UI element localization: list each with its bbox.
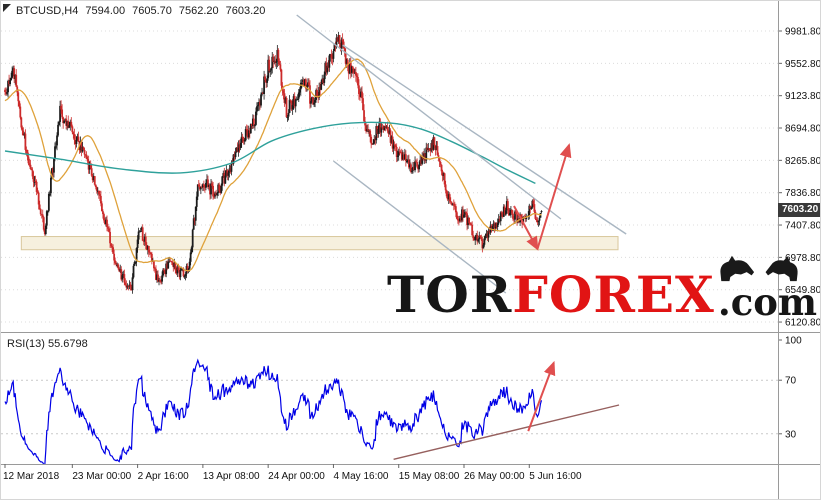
price-axis-label: 7407.80 bbox=[785, 221, 821, 232]
trendline bbox=[296, 14, 562, 220]
price-axis-label: 9123.80 bbox=[785, 91, 821, 102]
ohlc-low: 7562.20 bbox=[178, 5, 219, 17]
price-axis-label: 9552.80 bbox=[785, 59, 821, 70]
rsi-level-label: 100 bbox=[785, 336, 802, 347]
ohlc-high: 7605.70 bbox=[132, 5, 172, 17]
trendline bbox=[342, 44, 627, 235]
price-axis-label: 8694.80 bbox=[785, 124, 821, 135]
price-axis-label: 9981.80 bbox=[785, 27, 821, 38]
rsi-trendline bbox=[393, 404, 620, 460]
time-axis-label: 12 Mar 2018 bbox=[3, 471, 60, 482]
time-axis-label: 24 Apr 00:00 bbox=[268, 471, 325, 482]
trendline bbox=[333, 160, 507, 294]
time-axis-label: 23 Mar 00:00 bbox=[72, 471, 131, 482]
forecast-arrow bbox=[513, 205, 539, 251]
price-axis-label: 6978.80 bbox=[785, 253, 821, 264]
rsi-line bbox=[4, 358, 543, 464]
price-axis-label: 6120.80 bbox=[785, 318, 821, 329]
ohlc-open: 7594.00 bbox=[85, 5, 126, 17]
symbol-ohlc-line: BTCUSD,H4 7594.00 7605.70 7562.20 7603.20 bbox=[16, 5, 272, 17]
time-axis-label: 15 May 08:00 bbox=[399, 471, 460, 482]
price-axis-label: 7836.80 bbox=[785, 188, 821, 199]
ma-fast-line bbox=[4, 58, 542, 272]
time-axis-label: 2 Apr 16:00 bbox=[138, 471, 190, 482]
time-axis-label: 26 May 00:00 bbox=[464, 471, 525, 482]
current-price-tag: 7603.20 bbox=[778, 203, 820, 217]
time-axis-label: 5 Jun 16:00 bbox=[529, 471, 582, 482]
symbol-timeframe: BTCUSD,H4 bbox=[16, 5, 79, 17]
support-zone bbox=[20, 236, 619, 251]
corner-marker-icon bbox=[3, 4, 11, 12]
candlestick-series bbox=[4, 31, 543, 294]
rsi-level-label: 70 bbox=[785, 376, 797, 387]
rsi-forecast-arrow bbox=[527, 360, 556, 432]
ohlc-close: 7603.20 bbox=[225, 5, 266, 17]
rsi-indicator-label: RSI(13) 55.6798 bbox=[7, 338, 88, 350]
price-axis-label: 6549.80 bbox=[785, 285, 821, 296]
time-axis-label: 13 Apr 08:00 bbox=[203, 471, 260, 482]
time-axis-label: 4 May 16:00 bbox=[333, 471, 388, 482]
rsi-level-label: 30 bbox=[785, 429, 797, 440]
price-axis-label: 8265.80 bbox=[785, 156, 821, 167]
forecast-arrow bbox=[536, 143, 572, 250]
